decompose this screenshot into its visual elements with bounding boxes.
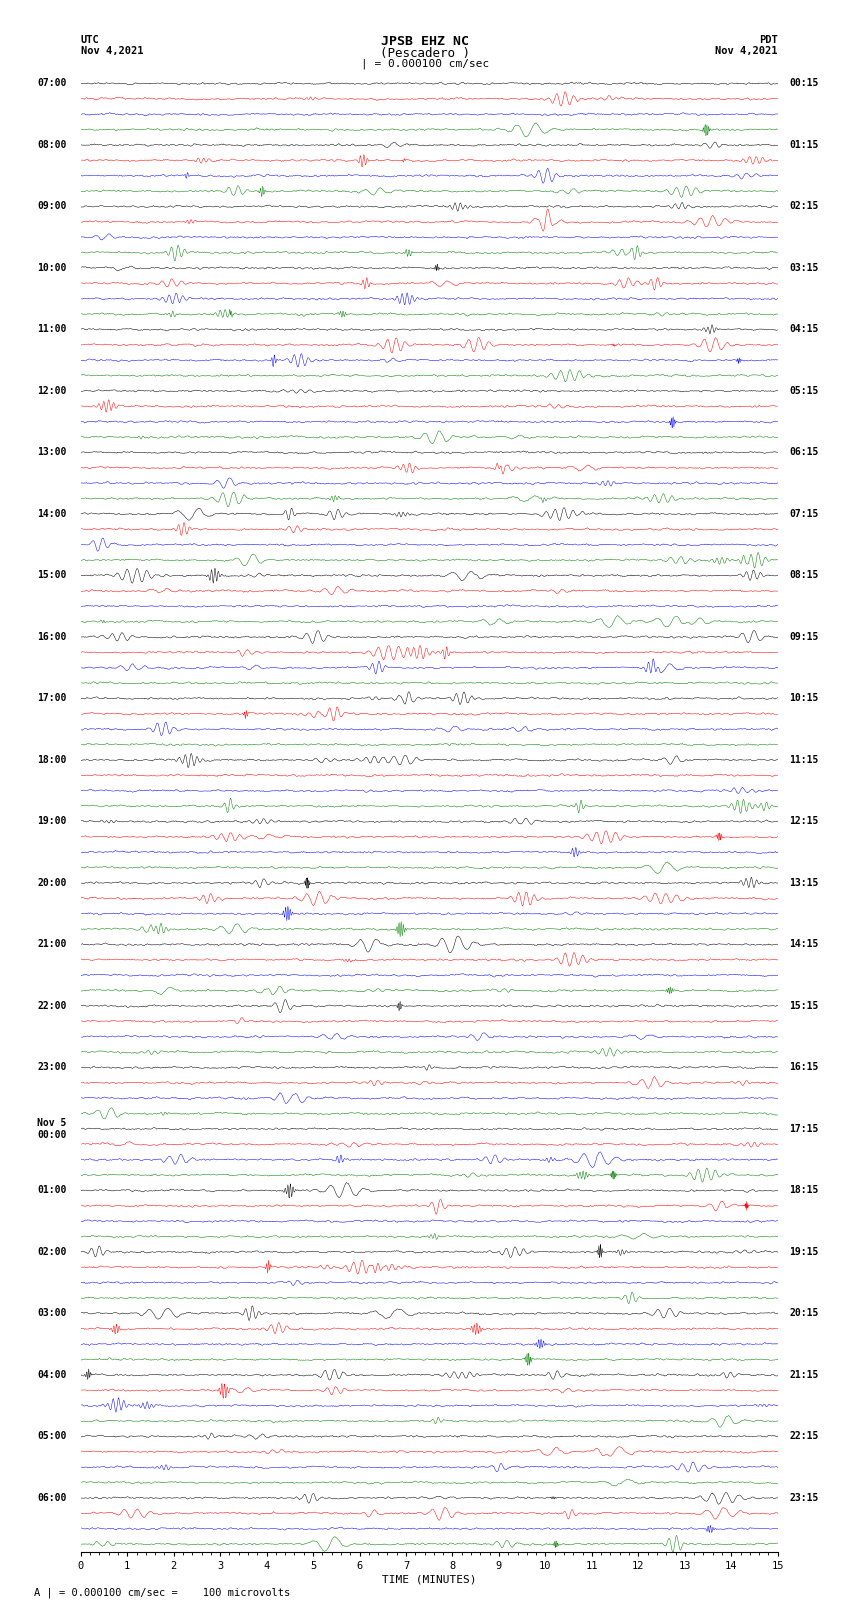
Text: Nov 4,2021: Nov 4,2021 (81, 45, 144, 56)
Text: 19:00: 19:00 (37, 816, 67, 826)
Text: 21:15: 21:15 (790, 1369, 819, 1379)
Text: 05:00: 05:00 (37, 1431, 67, 1442)
Text: 17:15: 17:15 (790, 1124, 819, 1134)
Text: 17:00: 17:00 (37, 694, 67, 703)
Text: 15:00: 15:00 (37, 571, 67, 581)
Text: 03:15: 03:15 (790, 263, 819, 273)
Text: 05:15: 05:15 (790, 386, 819, 395)
Text: 10:15: 10:15 (790, 694, 819, 703)
Text: 13:15: 13:15 (790, 877, 819, 887)
Text: 07:00: 07:00 (37, 79, 67, 89)
Text: 12:15: 12:15 (790, 816, 819, 826)
Text: 13:00: 13:00 (37, 447, 67, 458)
Text: 06:15: 06:15 (790, 447, 819, 458)
Text: 01:00: 01:00 (37, 1186, 67, 1195)
Text: PDT: PDT (759, 35, 778, 45)
Text: 23:15: 23:15 (790, 1494, 819, 1503)
Text: A | = 0.000100 cm/sec =    100 microvolts: A | = 0.000100 cm/sec = 100 microvolts (34, 1587, 290, 1598)
Text: 06:00: 06:00 (37, 1494, 67, 1503)
Text: 18:15: 18:15 (790, 1186, 819, 1195)
Text: 11:00: 11:00 (37, 324, 67, 334)
Text: UTC: UTC (81, 35, 99, 45)
Text: 22:00: 22:00 (37, 1002, 67, 1011)
Text: 14:00: 14:00 (37, 510, 67, 519)
Text: 21:00: 21:00 (37, 939, 67, 950)
Text: 00:15: 00:15 (790, 79, 819, 89)
Text: 20:15: 20:15 (790, 1308, 819, 1318)
Text: 02:15: 02:15 (790, 202, 819, 211)
Text: 10:00: 10:00 (37, 263, 67, 273)
Text: (Pescadero ): (Pescadero ) (380, 47, 470, 60)
X-axis label: TIME (MINUTES): TIME (MINUTES) (382, 1574, 477, 1586)
Text: 04:15: 04:15 (790, 324, 819, 334)
Text: 09:00: 09:00 (37, 202, 67, 211)
Text: JPSB EHZ NC: JPSB EHZ NC (381, 35, 469, 48)
Text: 15:15: 15:15 (790, 1002, 819, 1011)
Text: 22:15: 22:15 (790, 1431, 819, 1442)
Text: 09:15: 09:15 (790, 632, 819, 642)
Text: 16:15: 16:15 (790, 1063, 819, 1073)
Text: Nov 4,2021: Nov 4,2021 (715, 45, 778, 56)
Text: 20:00: 20:00 (37, 877, 67, 887)
Text: 02:00: 02:00 (37, 1247, 67, 1257)
Text: 12:00: 12:00 (37, 386, 67, 395)
Text: Nov 5
00:00: Nov 5 00:00 (37, 1118, 67, 1140)
Text: 11:15: 11:15 (790, 755, 819, 765)
Text: 04:00: 04:00 (37, 1369, 67, 1379)
Text: 01:15: 01:15 (790, 140, 819, 150)
Text: 23:00: 23:00 (37, 1063, 67, 1073)
Text: 08:00: 08:00 (37, 140, 67, 150)
Text: 18:00: 18:00 (37, 755, 67, 765)
Text: | = 0.000100 cm/sec: | = 0.000100 cm/sec (361, 58, 489, 69)
Text: 19:15: 19:15 (790, 1247, 819, 1257)
Text: 03:00: 03:00 (37, 1308, 67, 1318)
Text: 07:15: 07:15 (790, 510, 819, 519)
Text: 16:00: 16:00 (37, 632, 67, 642)
Text: 14:15: 14:15 (790, 939, 819, 950)
Text: 08:15: 08:15 (790, 571, 819, 581)
